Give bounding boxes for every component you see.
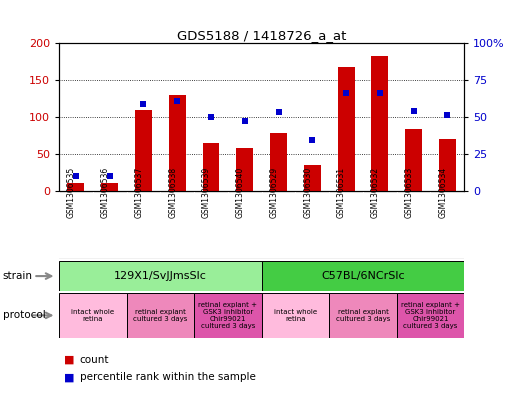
- Bar: [329, 293, 397, 338]
- Text: C57BL/6NCrSlc: C57BL/6NCrSlc: [321, 271, 405, 281]
- Text: GSM1306533: GSM1306533: [405, 167, 413, 218]
- Bar: [439, 139, 456, 191]
- Text: GSM1306531: GSM1306531: [337, 167, 346, 218]
- Bar: [67, 183, 84, 191]
- Text: ■: ■: [64, 354, 74, 365]
- Text: retinal explant +
GSK3 inhibitor
Chir99021
cultured 3 days: retinal explant + GSK3 inhibitor Chir990…: [401, 302, 460, 329]
- Text: GSM1306537: GSM1306537: [134, 167, 144, 218]
- Bar: [270, 133, 287, 191]
- Text: GSM1306534: GSM1306534: [439, 167, 447, 218]
- Text: GSM1306532: GSM1306532: [371, 167, 380, 218]
- Bar: [194, 293, 262, 338]
- Text: GSM1306539: GSM1306539: [202, 167, 211, 218]
- Bar: [262, 293, 329, 338]
- Bar: [127, 293, 194, 338]
- Text: strain: strain: [3, 271, 32, 281]
- Text: GSM1306535: GSM1306535: [67, 167, 76, 218]
- Text: GSM1306540: GSM1306540: [236, 167, 245, 218]
- Text: GSM1306529: GSM1306529: [269, 167, 279, 218]
- Bar: [397, 293, 464, 338]
- Bar: [59, 261, 262, 291]
- Title: GDS5188 / 1418726_a_at: GDS5188 / 1418726_a_at: [177, 29, 346, 42]
- Bar: [371, 57, 388, 191]
- Bar: [338, 67, 354, 191]
- Text: percentile rank within the sample: percentile rank within the sample: [80, 372, 255, 382]
- Text: retinal explant
cultured 3 days: retinal explant cultured 3 days: [336, 309, 390, 322]
- Bar: [135, 110, 152, 191]
- Bar: [304, 165, 321, 191]
- Text: 129X1/SvJJmsSlc: 129X1/SvJJmsSlc: [114, 271, 207, 281]
- Bar: [59, 293, 127, 338]
- Text: ■: ■: [64, 372, 74, 382]
- Bar: [169, 95, 186, 191]
- Text: intact whole
retina: intact whole retina: [274, 309, 317, 322]
- Text: count: count: [80, 354, 109, 365]
- Text: protocol: protocol: [3, 310, 45, 320]
- Bar: [262, 261, 464, 291]
- Bar: [203, 143, 220, 191]
- Text: GSM1306536: GSM1306536: [101, 167, 110, 218]
- Text: retinal explant
cultured 3 days: retinal explant cultured 3 days: [133, 309, 187, 322]
- Bar: [236, 148, 253, 191]
- Text: retinal explant +
GSK3 inhibitor
Chir99021
cultured 3 days: retinal explant + GSK3 inhibitor Chir990…: [199, 302, 258, 329]
- Bar: [405, 129, 422, 191]
- Text: GSM1306538: GSM1306538: [168, 167, 177, 218]
- Text: intact whole
retina: intact whole retina: [71, 309, 114, 322]
- Bar: [101, 183, 118, 191]
- Text: GSM1306530: GSM1306530: [303, 167, 312, 218]
